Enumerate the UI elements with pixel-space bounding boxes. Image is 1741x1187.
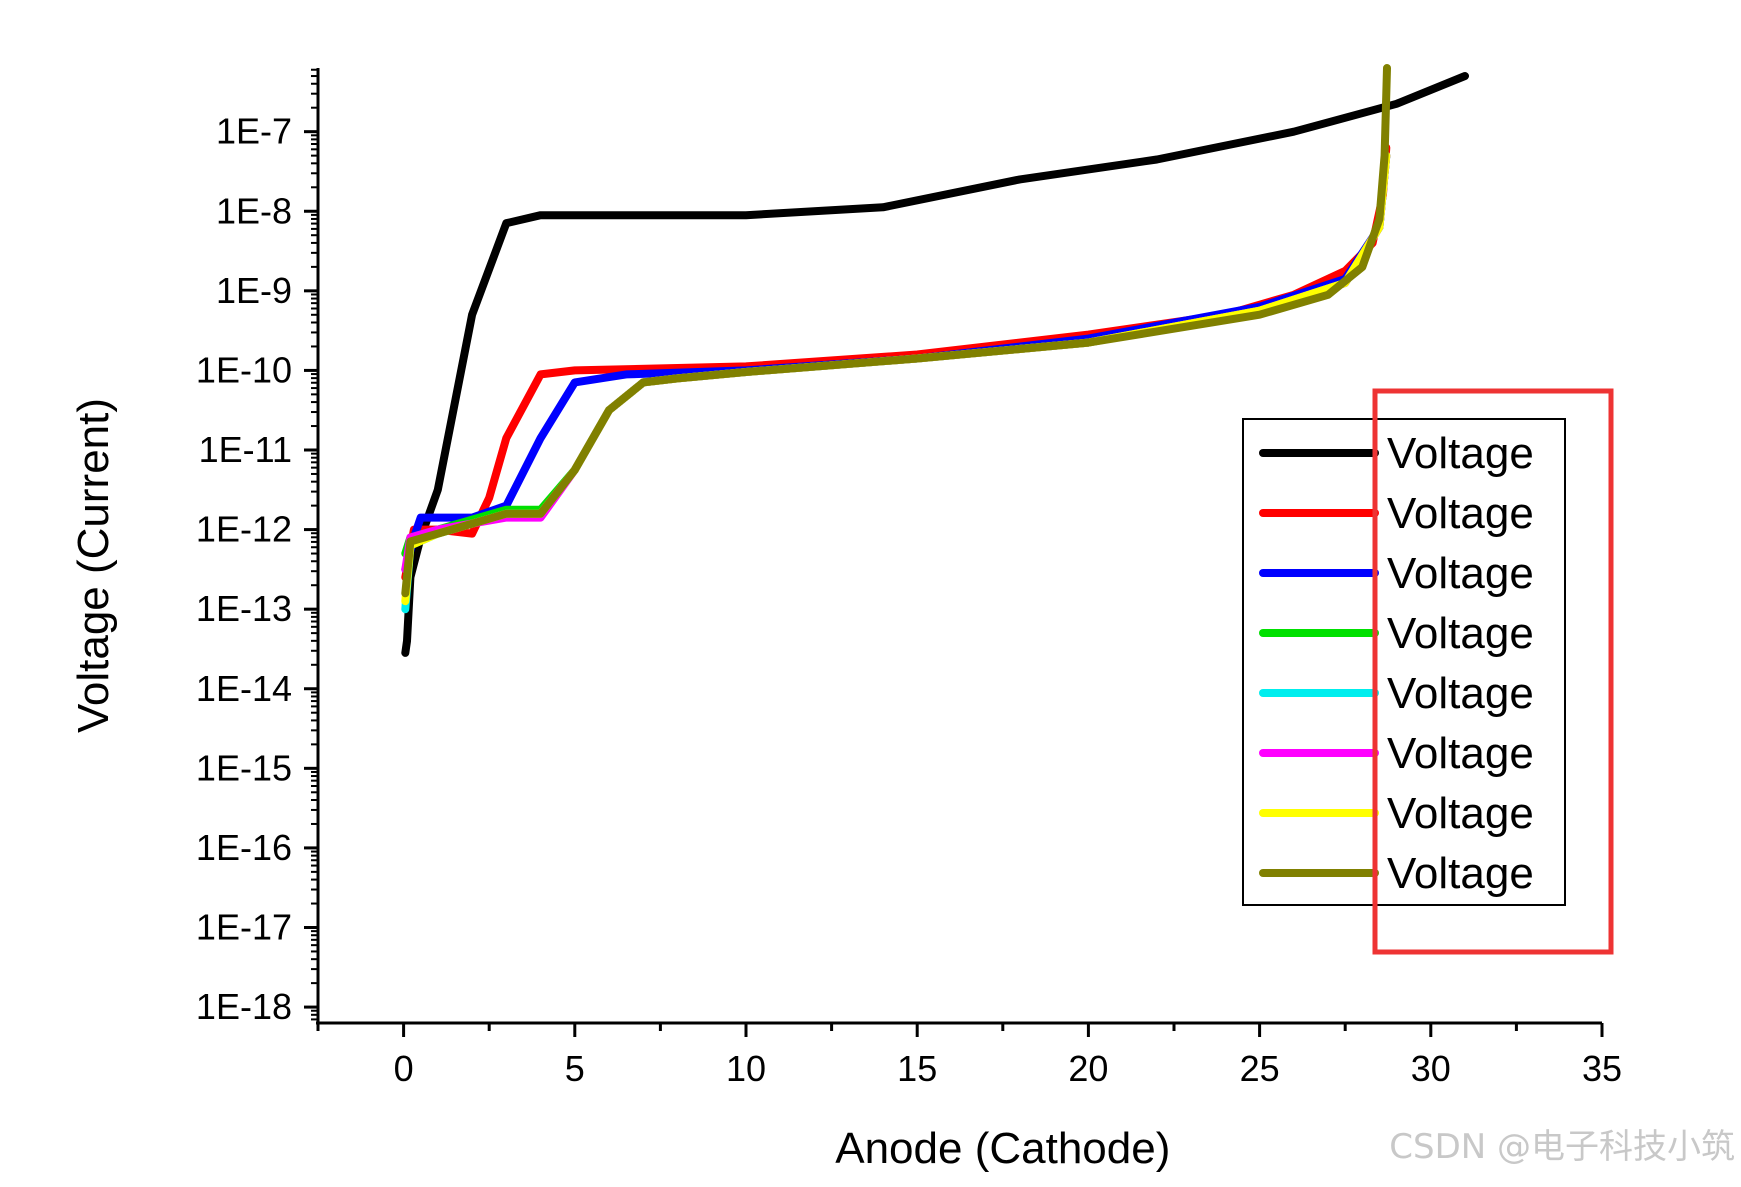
legend: Voltage Voltage Voltage Voltage Voltage Volta… xyxy=(1242,418,1566,906)
y-tick-label: 1E-7 xyxy=(216,111,292,152)
legend-label-8: Voltage xyxy=(1387,849,1534,898)
y-tick-label: 1E-12 xyxy=(196,509,292,550)
x-tick-label: 35 xyxy=(1582,1048,1622,1089)
series-line-7 xyxy=(401,151,1391,606)
legend-label-7: Voltage xyxy=(1387,789,1534,838)
series-line-8 xyxy=(401,64,1391,598)
legend-label-4: Voltage xyxy=(1387,609,1534,658)
y-tick-label: 1E-15 xyxy=(196,747,292,788)
y-tick-label: 1E-9 xyxy=(216,270,292,311)
y-tick-label: 1E-16 xyxy=(196,827,292,868)
x-tick-label: 5 xyxy=(565,1048,585,1089)
y-tick-label: 1E-17 xyxy=(196,907,292,948)
y-tick-label: 1E-11 xyxy=(199,429,292,470)
highlight-layer xyxy=(1372,388,1614,955)
series-layer xyxy=(401,64,1469,657)
legend-label-2: Voltage xyxy=(1387,489,1534,538)
legend-label-5: Voltage xyxy=(1387,669,1534,718)
x-tick-label: 25 xyxy=(1240,1048,1280,1089)
y-axis-title: Voltage (Current) xyxy=(69,398,118,733)
y-tick-label: 1E-10 xyxy=(196,349,292,390)
highlight-box xyxy=(1372,388,1614,955)
x-tick-label: 20 xyxy=(1068,1048,1108,1089)
x-tick-label: 0 xyxy=(394,1048,414,1089)
x-axis-title: Anode (Cathode) xyxy=(835,1124,1170,1173)
y-tick-label: 1E-14 xyxy=(196,668,292,709)
legend-label-1: Voltage xyxy=(1387,429,1534,478)
x-tick-label: 15 xyxy=(897,1048,937,1089)
legend-label-3: Voltage xyxy=(1387,549,1534,598)
y-tick-label: 1E-8 xyxy=(216,190,292,231)
watermark-text: CSDN @电子科技小筑 xyxy=(1389,1127,1735,1167)
axes-layer: 0 5 10 15 20 25 30 35 1E-7 1E-8 1E-9 1E-10 1E-11 1E-1… xyxy=(69,68,1622,1173)
x-tick-label: 30 xyxy=(1411,1048,1451,1089)
y-tick-label: 1E-18 xyxy=(196,986,292,1027)
legend-box xyxy=(1242,418,1566,906)
x-tick-label: 10 xyxy=(726,1048,766,1089)
y-tick-label: 1E-13 xyxy=(196,588,292,629)
series-line-1 xyxy=(401,72,1469,657)
legend-label-6: Voltage xyxy=(1387,729,1534,778)
series-line-5 xyxy=(401,151,1391,614)
